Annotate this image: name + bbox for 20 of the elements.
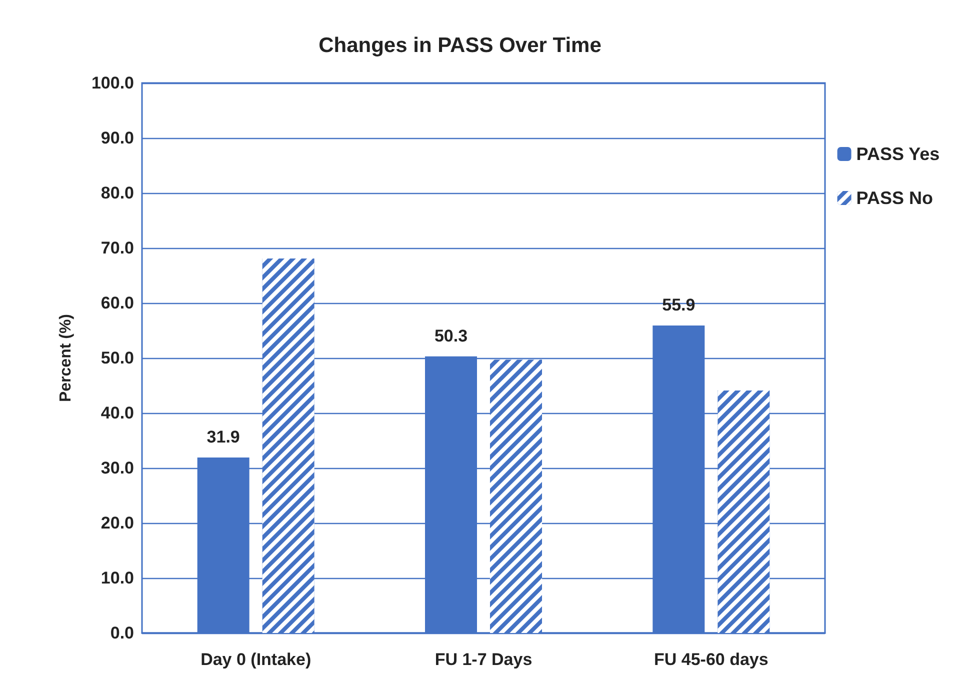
y-tick-label: 50.0 [100,348,134,368]
x-tick-label: FU 45-60 days [654,650,768,669]
y-tick-label: 80.0 [100,184,134,202]
y-tick-label: 100.0 [91,74,134,92]
y-tick-label: 90.0 [100,128,134,148]
y-tick-label: 60.0 [100,294,134,312]
chart-title: Changes in PASS Over Time [318,34,602,57]
y-tick-label: 70.0 [100,238,134,258]
y-tick-label: 30.0 [100,458,134,478]
y-tick-label: 40.0 [100,404,134,422]
x-tick-label: Day 0 (Intake) [200,650,312,669]
legend-label: PASS No [856,188,933,208]
y-axis-title: Percent (%) [58,314,74,402]
data-label: 31.9 [206,428,240,447]
data-label: 50.3 [434,326,468,346]
y-tick-label: 0.0 [110,624,134,642]
y-tick-label: 20.0 [100,514,134,532]
y-tick-label: 10.0 [100,568,134,588]
x-tick-label: FU 1-7 Days [434,650,532,669]
legend-label: PASS Yes [856,144,940,164]
